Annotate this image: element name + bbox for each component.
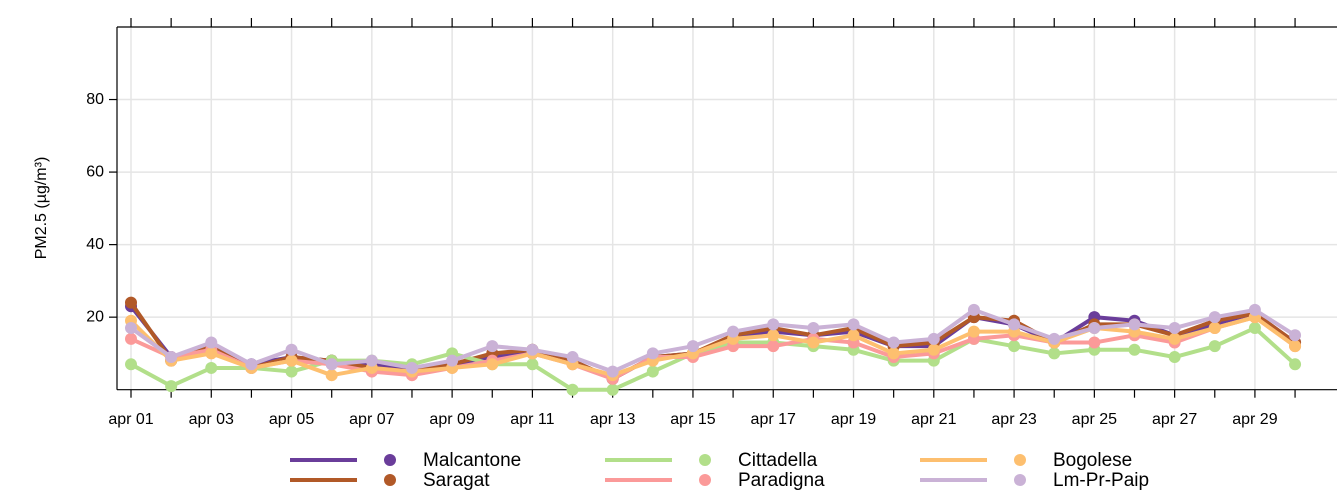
point — [125, 296, 137, 309]
x-tick-label: apr 03 — [189, 411, 234, 428]
point — [205, 336, 218, 349]
point — [1088, 322, 1101, 335]
point — [767, 318, 780, 331]
legend-dot — [699, 454, 711, 466]
point — [1168, 351, 1181, 364]
point — [1208, 311, 1221, 324]
point — [486, 358, 499, 371]
x-tick-label: apr 09 — [429, 411, 474, 428]
legend-label: Lm-Pr-Paip — [1053, 470, 1149, 491]
point — [1008, 318, 1021, 331]
point — [446, 354, 459, 367]
point — [165, 380, 178, 393]
legend-dot — [384, 454, 396, 466]
point — [285, 354, 298, 367]
point — [125, 332, 137, 345]
point — [767, 329, 780, 342]
point — [325, 369, 338, 382]
point — [646, 365, 659, 378]
x-tick-label: apr 29 — [1232, 411, 1277, 428]
x-tick-label: apr 07 — [349, 411, 394, 428]
point — [1168, 332, 1181, 345]
point — [1248, 322, 1261, 335]
x-tick-label: apr 01 — [108, 411, 153, 428]
x-tick-label: apr 05 — [269, 411, 314, 428]
point — [606, 365, 619, 378]
legend-label: Cittadella — [738, 450, 818, 471]
point — [927, 343, 940, 356]
point — [807, 322, 820, 335]
x-tick-label: apr 15 — [670, 411, 715, 428]
legend-label: Saragat — [423, 470, 490, 491]
y-tick-label: 20 — [86, 308, 104, 325]
point — [847, 329, 860, 342]
point — [526, 358, 539, 371]
x-tick-label: apr 27 — [1152, 411, 1197, 428]
point — [125, 322, 137, 335]
point — [887, 347, 900, 360]
x-tick-label: apr 11 — [510, 411, 554, 428]
point — [887, 336, 900, 349]
legend-dot — [1014, 474, 1026, 486]
y-tick-label: 60 — [86, 163, 104, 180]
point — [566, 383, 579, 396]
point — [967, 303, 980, 316]
series-line — [129, 307, 1297, 374]
x-tick-label: apr 21 — [911, 411, 956, 428]
legend-dot — [1014, 454, 1026, 466]
point — [486, 340, 499, 353]
point — [767, 340, 780, 353]
legend-label: Paradigna — [738, 470, 825, 491]
point — [646, 347, 659, 360]
y-axis-label: PM2.5 (µg/m³) — [33, 157, 50, 260]
point — [1289, 340, 1302, 353]
point — [847, 318, 860, 331]
point — [205, 361, 218, 374]
point — [1128, 343, 1141, 356]
point — [165, 351, 178, 364]
x-tick-label: apr 19 — [831, 411, 876, 428]
point — [405, 361, 418, 374]
point — [727, 325, 740, 338]
point — [526, 343, 539, 356]
point — [686, 340, 699, 353]
point — [1128, 318, 1141, 331]
legend-dot — [384, 474, 396, 486]
point — [325, 358, 338, 371]
point — [566, 351, 579, 364]
point — [1048, 332, 1061, 345]
point — [927, 332, 940, 345]
point — [125, 358, 137, 371]
point — [1248, 303, 1261, 316]
legend-label: Bogolese — [1053, 450, 1132, 471]
point — [1008, 340, 1021, 353]
point — [205, 347, 218, 360]
x-tick-label: apr 25 — [1072, 411, 1117, 428]
point — [285, 343, 298, 356]
point — [1289, 358, 1302, 371]
x-tick-label: apr 23 — [991, 411, 1036, 428]
point — [365, 354, 378, 367]
point — [1208, 340, 1221, 353]
point — [967, 325, 980, 338]
point — [807, 336, 820, 349]
y-tick-label: 80 — [86, 91, 104, 108]
point — [1208, 322, 1221, 335]
point — [1048, 347, 1061, 360]
point — [285, 365, 298, 378]
point — [245, 358, 258, 371]
x-tick-label: apr 13 — [590, 411, 635, 428]
point — [1168, 322, 1181, 335]
point — [1088, 336, 1101, 349]
y-tick-label: 40 — [86, 236, 104, 253]
legend-dot — [699, 474, 711, 486]
point — [606, 383, 619, 396]
point — [1289, 329, 1302, 342]
legend-label: Malcantone — [423, 450, 521, 471]
x-tick-label: apr 17 — [751, 411, 796, 428]
